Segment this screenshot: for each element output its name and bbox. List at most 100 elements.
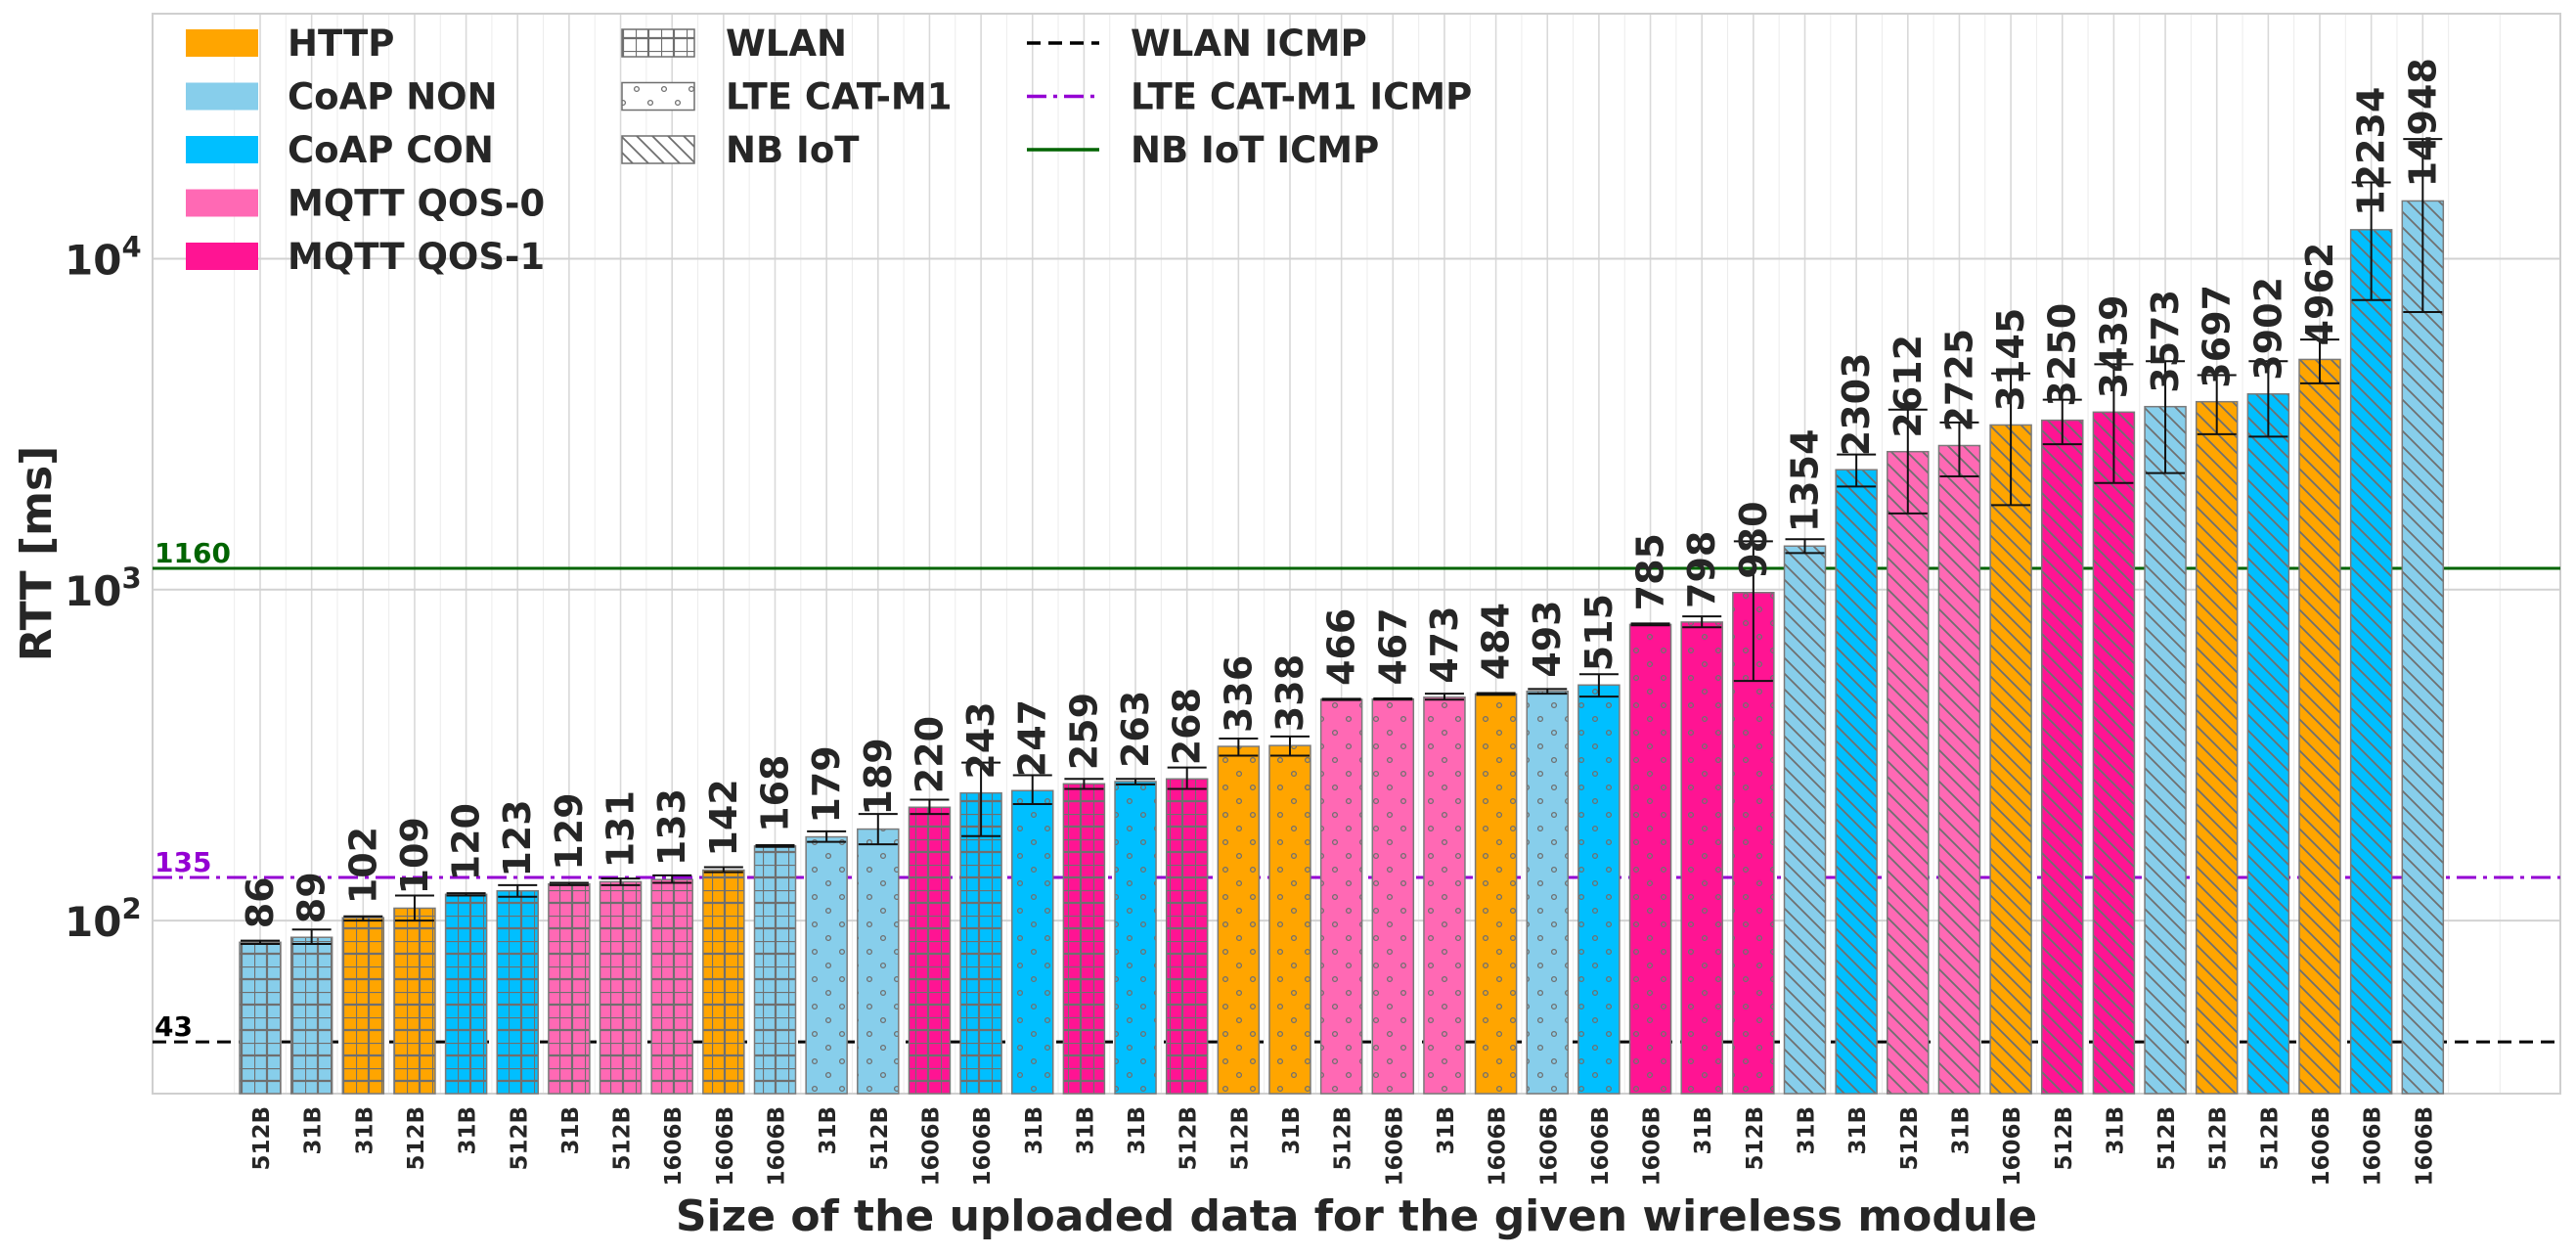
x-tick-label: 31B bbox=[1125, 1106, 1150, 1155]
legend-swatch bbox=[186, 243, 258, 270]
bar-value-label: 86 bbox=[239, 876, 282, 928]
x-tick-label: 31B bbox=[301, 1106, 327, 1155]
y-tick-label: 103 bbox=[65, 561, 142, 615]
bar-pattern bbox=[1989, 424, 2032, 1095]
bar-pattern bbox=[857, 828, 900, 1095]
legend-label: CoAP CON bbox=[288, 129, 494, 171]
y-tick-label: 104 bbox=[65, 230, 142, 284]
bar-value-label: 168 bbox=[754, 755, 797, 832]
bar-value-label: 484 bbox=[1475, 603, 1518, 680]
bars: 86 89 102 109 120 123 129 131 133 142 168 179 189 220… bbox=[239, 58, 2445, 1095]
bar-pattern bbox=[1217, 745, 1261, 1095]
bar-pattern bbox=[908, 806, 952, 1095]
reference-line-value-label: 43 bbox=[155, 1010, 193, 1043]
bar-value-label: 338 bbox=[1268, 654, 1311, 732]
x-tick-label: 512B bbox=[2257, 1106, 2283, 1171]
x-tick-label: 512B bbox=[867, 1106, 893, 1171]
y-tick-label: 102 bbox=[65, 892, 142, 946]
x-tick-label: 1606B bbox=[661, 1106, 687, 1187]
bar-value-label: 980 bbox=[1732, 501, 1775, 578]
bar-pattern bbox=[753, 845, 797, 1095]
bar-value-label: 4962 bbox=[2298, 243, 2341, 346]
x-tick-label: 512B bbox=[1177, 1106, 1202, 1171]
x-tick-label: 1606B bbox=[713, 1106, 738, 1187]
x-tick-label: 512B bbox=[404, 1106, 429, 1171]
bar-pattern bbox=[2401, 200, 2445, 1095]
x-tick-label: 31B bbox=[1845, 1106, 1871, 1155]
bar-pattern bbox=[548, 882, 591, 1095]
x-tick-label: 512B bbox=[1331, 1106, 1356, 1171]
bar-value-label: 123 bbox=[496, 799, 539, 876]
bar-value-label: 12234 bbox=[2350, 87, 2393, 216]
x-tick-label: 1606B bbox=[765, 1106, 790, 1187]
x-tick-label: 512B bbox=[1227, 1106, 1253, 1171]
bar-pattern bbox=[1319, 698, 1363, 1095]
x-tick-label: 1606B bbox=[2361, 1106, 2386, 1187]
y-axis-ticks: 102 103 104 bbox=[65, 230, 142, 946]
x-tick-label: 512B bbox=[610, 1106, 636, 1171]
legend-label: MQTT QOS-0 bbox=[288, 183, 545, 225]
x-tick-label: 31B bbox=[1022, 1106, 1047, 1155]
bar-value-label: 467 bbox=[1371, 607, 1414, 685]
legend-swatch-pattern bbox=[621, 135, 695, 164]
bar-pattern bbox=[2092, 411, 2136, 1095]
x-tick-label: 31B bbox=[1795, 1106, 1820, 1155]
x-tick-label: 1606B bbox=[2000, 1106, 2025, 1187]
bar-value-label: 466 bbox=[1320, 608, 1363, 686]
bar-pattern bbox=[341, 917, 385, 1095]
bar-value-label: 3697 bbox=[2196, 285, 2239, 388]
x-tick-label: 1606B bbox=[1536, 1106, 1562, 1187]
x-tick-label: 1606B bbox=[918, 1106, 944, 1187]
bar-pattern bbox=[1835, 469, 1878, 1095]
bar-value-label: 14948 bbox=[2401, 58, 2444, 187]
x-tick-label: 31B bbox=[1073, 1106, 1098, 1155]
bar-value-label: 2612 bbox=[1887, 335, 1930, 438]
legend-swatch-pattern bbox=[621, 28, 695, 58]
x-tick-label: 1606B bbox=[2309, 1106, 2334, 1187]
legend-swatch bbox=[186, 189, 258, 217]
bar-pattern bbox=[2246, 392, 2290, 1095]
bar-pattern bbox=[2195, 400, 2239, 1095]
bar-value-label: 2303 bbox=[1835, 352, 1878, 456]
x-tick-label: 512B bbox=[507, 1106, 532, 1171]
bar-pattern bbox=[959, 791, 1002, 1095]
x-axis-ticks: 512B 31B 31B 512B 31B 512B 31B 512B 1606B 1606B 16… bbox=[249, 1106, 2437, 1187]
bar-value-label: 268 bbox=[1166, 688, 1209, 765]
bar-pattern bbox=[1011, 789, 1054, 1095]
bar-pattern bbox=[1577, 684, 1621, 1095]
bar-pattern bbox=[1474, 693, 1518, 1095]
bar-value-label: 259 bbox=[1062, 693, 1105, 770]
bar-pattern bbox=[444, 893, 488, 1095]
legend-swatch bbox=[186, 136, 258, 163]
bar-value-label: 798 bbox=[1680, 531, 1723, 608]
bar-value-label: 3573 bbox=[2144, 290, 2187, 393]
bar-value-label: 263 bbox=[1114, 691, 1157, 768]
bar-pattern bbox=[1268, 744, 1311, 1095]
bar-value-label: 3902 bbox=[2246, 277, 2289, 381]
bar-pattern bbox=[805, 835, 848, 1095]
x-tick-label: 31B bbox=[1691, 1106, 1716, 1155]
bar-pattern bbox=[1937, 444, 1981, 1095]
x-tick-label: 31B bbox=[816, 1106, 841, 1155]
bar-pattern bbox=[1628, 623, 1672, 1095]
x-tick-label: 512B bbox=[2206, 1106, 2232, 1171]
legend-label: WLAN bbox=[726, 22, 847, 65]
bar-pattern bbox=[1062, 783, 1106, 1095]
bar-pattern bbox=[2298, 358, 2341, 1095]
legend-label: NB IoT bbox=[726, 129, 860, 171]
bar-value-label: 120 bbox=[445, 803, 488, 880]
x-tick-label: 1606B bbox=[1640, 1106, 1666, 1187]
bar-value-label: 109 bbox=[393, 817, 436, 894]
bar-pattern bbox=[1783, 545, 1827, 1095]
x-tick-label: 31B bbox=[352, 1106, 378, 1155]
bar-value-label: 220 bbox=[908, 716, 951, 793]
x-tick-label: 31B bbox=[558, 1106, 584, 1155]
legend-swatch bbox=[186, 29, 258, 57]
legend: HTTP CoAP NON CoAP CON MQTT QOS-0 MQTT QOS-1… bbox=[186, 22, 1472, 278]
x-tick-label: 31B bbox=[1434, 1106, 1459, 1155]
x-tick-label: 512B bbox=[2052, 1106, 2077, 1171]
bar-value-label: 3250 bbox=[2041, 303, 2084, 407]
bar-value-label: 243 bbox=[959, 701, 1002, 779]
x-tick-label: 512B bbox=[1897, 1106, 1923, 1171]
